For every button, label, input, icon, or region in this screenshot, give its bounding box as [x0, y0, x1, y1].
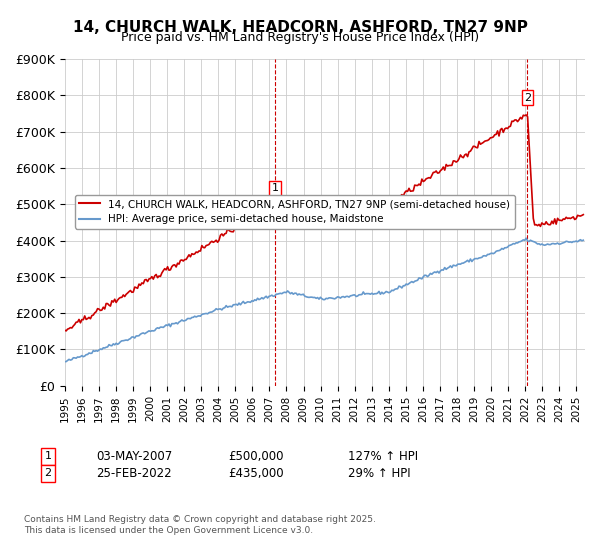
Text: 03-MAY-2007: 03-MAY-2007 — [96, 450, 172, 463]
Text: Contains HM Land Registry data © Crown copyright and database right 2025.
This d: Contains HM Land Registry data © Crown c… — [24, 515, 376, 535]
Text: 29% ↑ HPI: 29% ↑ HPI — [348, 466, 410, 480]
Text: 14, CHURCH WALK, HEADCORN, ASHFORD, TN27 9NP: 14, CHURCH WALK, HEADCORN, ASHFORD, TN27… — [73, 20, 527, 35]
Legend: 14, CHURCH WALK, HEADCORN, ASHFORD, TN27 9NP (semi-detached house), HPI: Average: 14, CHURCH WALK, HEADCORN, ASHFORD, TN27… — [75, 195, 515, 228]
Text: 25-FEB-2022: 25-FEB-2022 — [96, 466, 172, 480]
Text: £500,000: £500,000 — [228, 450, 284, 463]
Text: 2: 2 — [44, 468, 52, 478]
Text: £435,000: £435,000 — [228, 466, 284, 480]
Text: 127% ↑ HPI: 127% ↑ HPI — [348, 450, 418, 463]
Text: 1: 1 — [272, 183, 278, 193]
Text: 1: 1 — [44, 451, 52, 461]
Text: Price paid vs. HM Land Registry's House Price Index (HPI): Price paid vs. HM Land Registry's House … — [121, 31, 479, 44]
Text: 2: 2 — [524, 93, 531, 102]
